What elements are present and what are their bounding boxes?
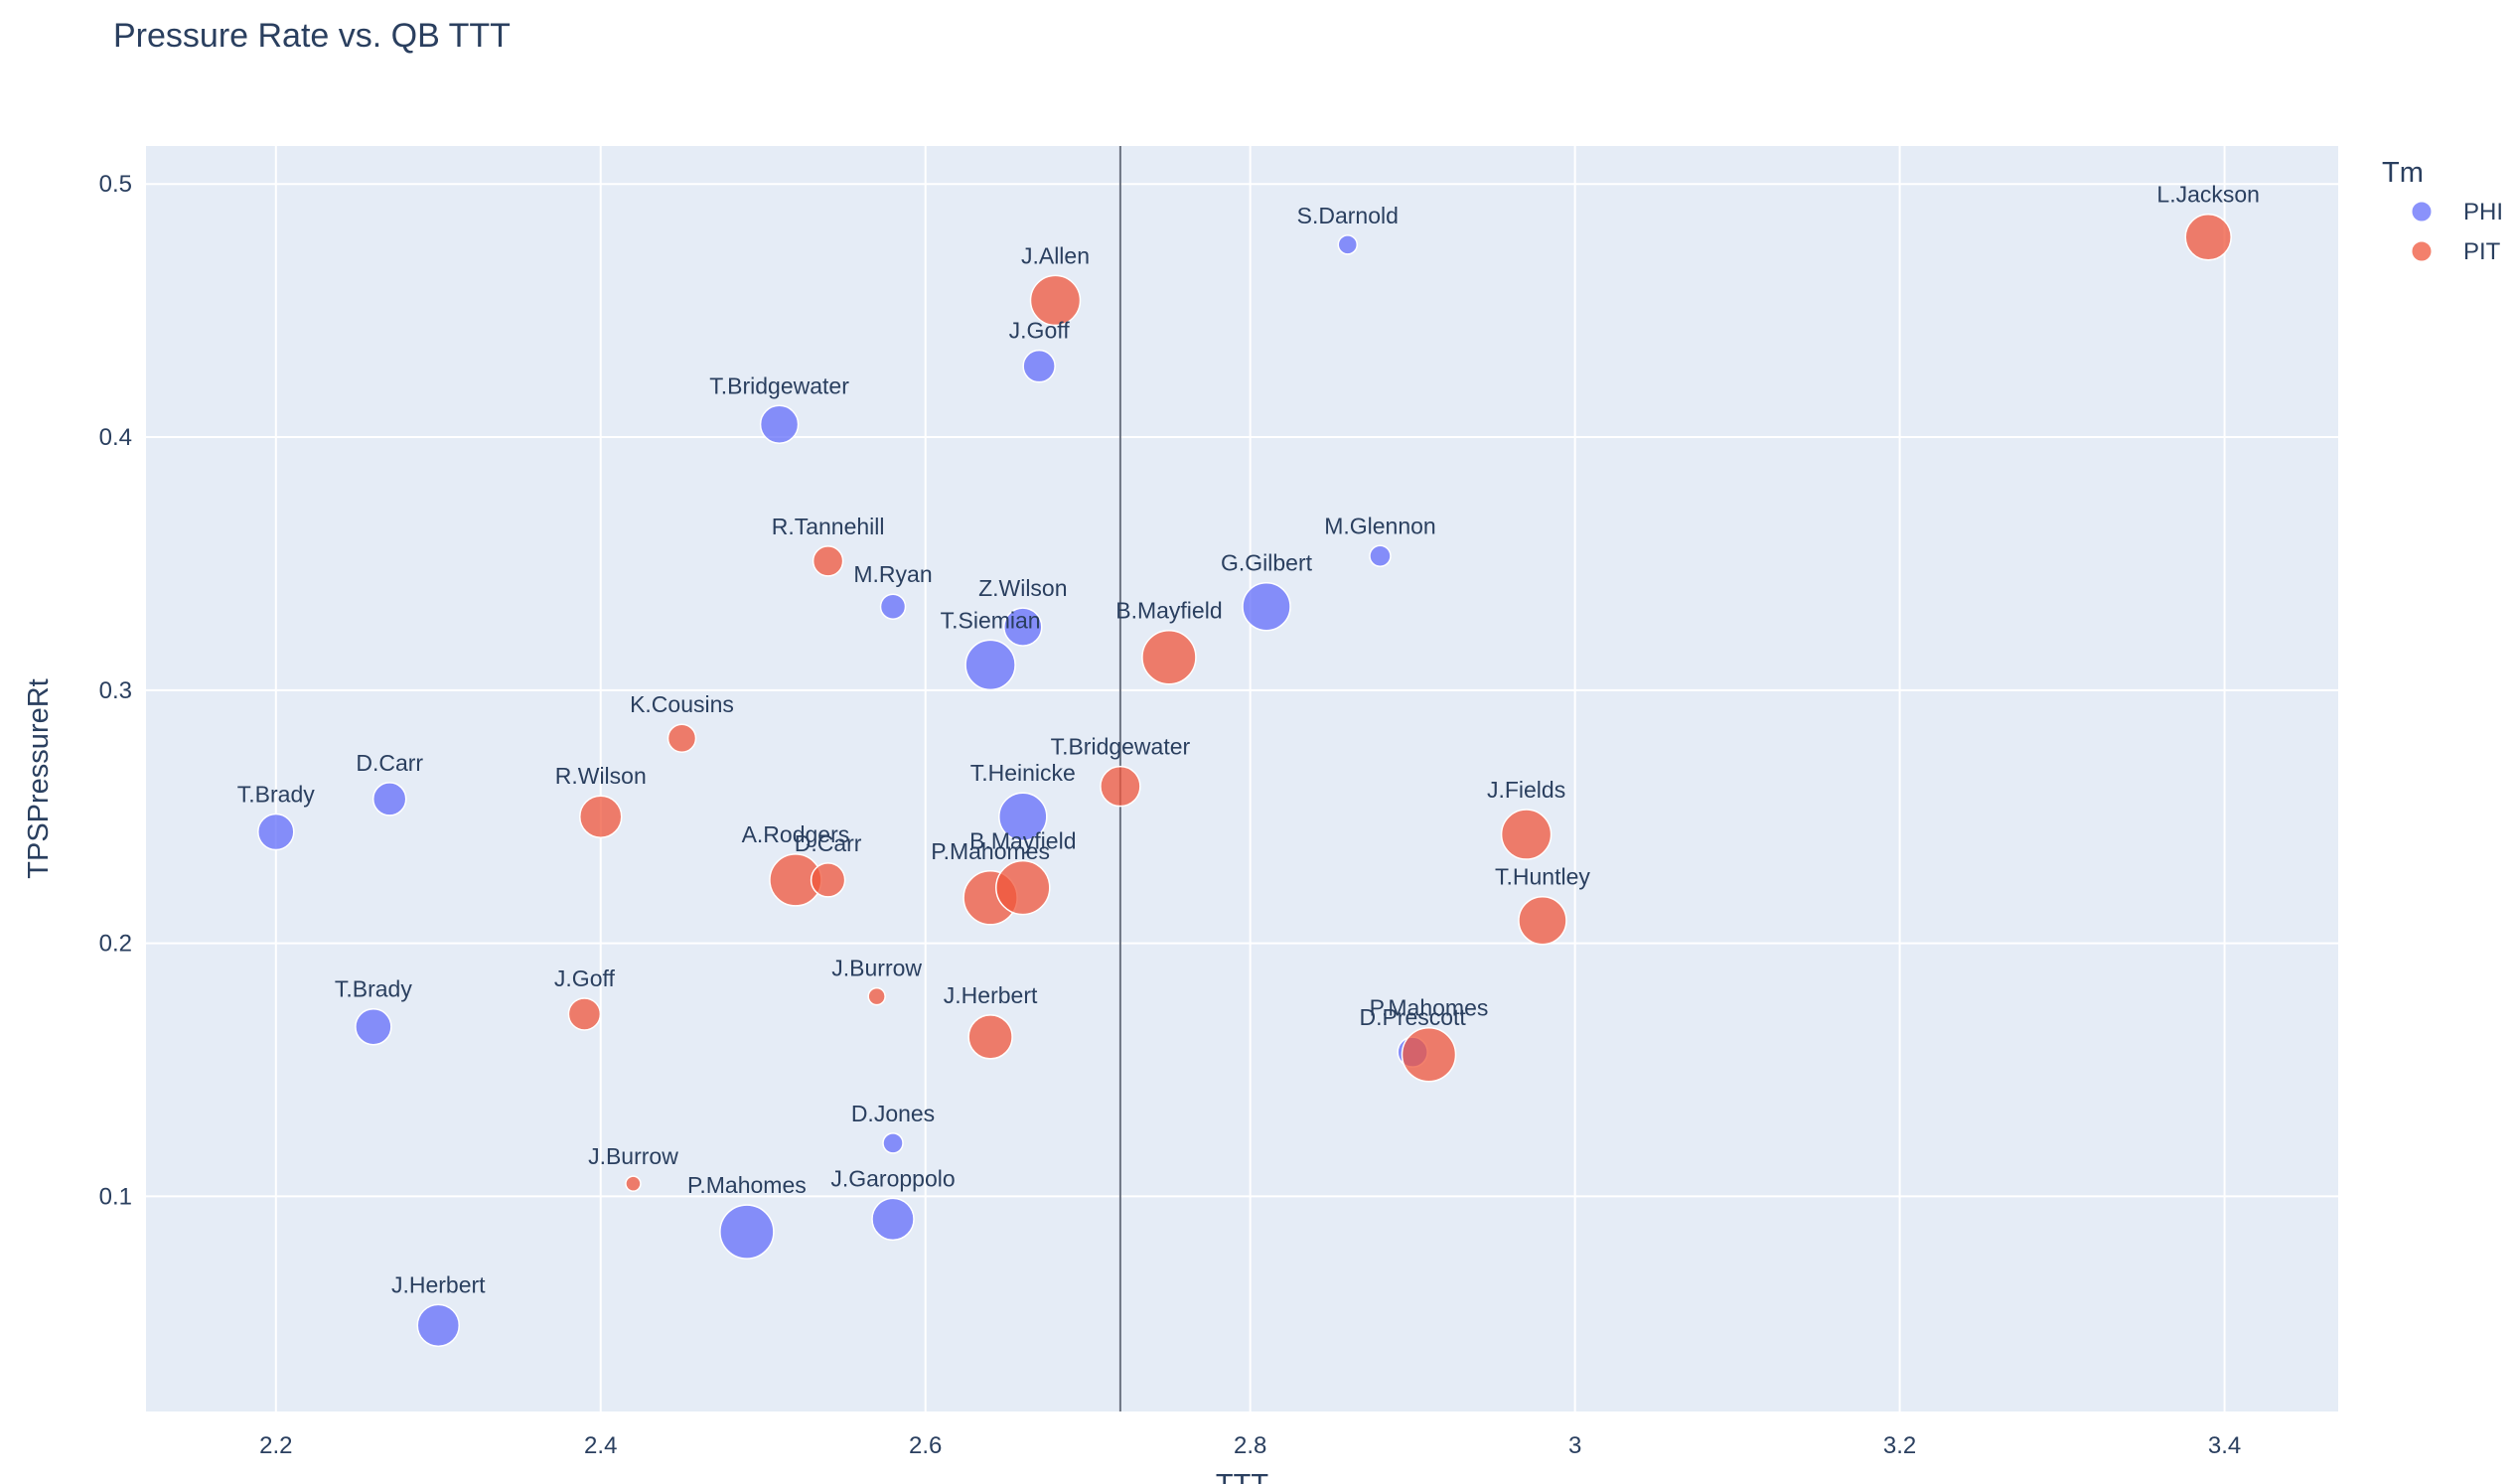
point-label: J.Fields [1487, 777, 1565, 803]
marker-pit [625, 1175, 642, 1192]
marker-pit [567, 997, 602, 1031]
point-label: D.Carr [356, 750, 423, 776]
point-label: G.Gilbert [1221, 550, 1313, 576]
legend-item-phi[interactable]: PHI [2411, 199, 2503, 225]
legend-title: Tm [2382, 157, 2424, 189]
point-label: P.Mahomes [1370, 995, 1489, 1021]
point-label: S.Darnold [1297, 203, 1399, 228]
marker-pit [666, 723, 697, 753]
marker-phi [882, 1132, 904, 1154]
markers [257, 213, 2232, 1348]
marker-pit [1029, 274, 1082, 327]
marker-phi [719, 1204, 775, 1260]
marker-phi [355, 1007, 392, 1046]
y-tick-label: 0.1 [99, 1183, 132, 1210]
marker-phi [1242, 581, 1291, 632]
marker-pit [2184, 213, 2232, 261]
marker-phi [871, 1197, 915, 1242]
legend-label: PIT [2463, 238, 2501, 265]
legend-label: PHI [2463, 199, 2503, 225]
point-label: P.Mahomes [687, 1172, 807, 1198]
marker-pit [995, 859, 1051, 916]
marker-pit [1100, 765, 1141, 808]
legend-marker-pit [2411, 240, 2433, 262]
point-label: T.Bridgewater [709, 372, 849, 398]
marker-pit [867, 986, 886, 1006]
point-label: J.Burrow [831, 956, 922, 981]
point-label: A.Rodgers [742, 821, 850, 847]
legend[interactable]: Tm PHI PIT [2382, 157, 2503, 265]
point-label: L.Jackson [2156, 182, 2260, 208]
marker-phi [1022, 349, 1056, 383]
point-label: B.Mayfield [969, 828, 1076, 854]
point-label: T.Brady [335, 976, 412, 1002]
point-label: T.Heinicke [970, 760, 1076, 786]
point-label: K.Cousins [630, 691, 734, 717]
marker-pit [1518, 895, 1567, 946]
marker-phi [1337, 234, 1359, 255]
x-tick-label: 2.2 [259, 1432, 292, 1459]
marker-pit [810, 862, 846, 898]
point-label: P.Mahomes [931, 838, 1050, 864]
y-tick-label: 0.3 [99, 677, 132, 704]
chart-title: Pressure Rate vs. QB TTT [113, 17, 511, 55]
point-label: T.Bridgewater [1051, 734, 1191, 760]
point-labels: T.Brady D.Carr T.Brady J.Herbert P.Mahomes T.… [237, 182, 2260, 1298]
marker-phi [371, 782, 407, 816]
point-label: R.Tannehill [772, 514, 885, 539]
legend-item-pit[interactable]: PIT [2411, 238, 2501, 265]
point-label: D.Carr [795, 830, 862, 856]
marker-pit [1141, 629, 1197, 685]
plot-area [146, 146, 2338, 1411]
point-label: B.Mayfield [1115, 598, 1222, 624]
marker-phi [1369, 544, 1392, 568]
marker-pit [1500, 809, 1553, 860]
marker-pit [812, 545, 844, 577]
marker-pit [1401, 1026, 1457, 1083]
point-label: M.Glennon [1324, 513, 1436, 538]
point-label: Z.Wilson [978, 575, 1067, 601]
point-label: T.Siemian [941, 607, 1041, 633]
marker-phi [416, 1303, 461, 1348]
point-label: R.Wilson [555, 763, 647, 789]
marker-pit [578, 795, 623, 838]
grid [146, 146, 2338, 1411]
y-tick-label: 0.4 [99, 424, 132, 451]
y-tick-label: 0.2 [99, 931, 132, 958]
y-axis-title: TPSPressureRt [23, 678, 55, 878]
marker-phi [998, 792, 1048, 841]
x-tick-label: 2.6 [909, 1432, 942, 1459]
marker-phi [879, 593, 907, 620]
y-tick-label: 0.5 [99, 171, 132, 198]
x-axis-ticks: 2.2 2.4 2.6 2.8 3 3.2 3.4 [259, 1432, 2241, 1459]
marker-phi [964, 639, 1016, 691]
point-label: D.Prescott [1359, 1004, 1466, 1030]
point-label: J.Herbert [391, 1271, 486, 1297]
marker-pit [967, 1014, 1013, 1060]
point-label: J.Burrow [588, 1143, 678, 1169]
point-label: J.Goff [554, 965, 616, 991]
point-label: M.Ryan [853, 561, 932, 587]
point-label: T.Huntley [1495, 864, 1590, 890]
x-tick-label: 2.4 [584, 1432, 617, 1459]
point-label: J.Garoppolo [830, 1165, 955, 1191]
point-label: T.Brady [237, 782, 315, 808]
y-axis-ticks: 0.1 0.2 0.3 0.4 0.5 [99, 171, 132, 1210]
marker-phi [257, 813, 295, 851]
point-label: J.Allen [1021, 242, 1090, 268]
point-label: J.Herbert [944, 982, 1038, 1008]
x-tick-label: 3 [1568, 1432, 1581, 1459]
marker-phi [1003, 607, 1043, 647]
x-tick-label: 2.8 [1234, 1432, 1266, 1459]
x-axis-title: TTT [1216, 1469, 1268, 1484]
point-label: J.Goff [1009, 318, 1071, 344]
x-tick-label: 3.4 [2208, 1432, 2241, 1459]
legend-marker-phi [2411, 201, 2433, 223]
marker-phi [759, 404, 800, 445]
point-label: D.Jones [851, 1101, 935, 1126]
x-tick-label: 3.2 [1883, 1432, 1916, 1459]
